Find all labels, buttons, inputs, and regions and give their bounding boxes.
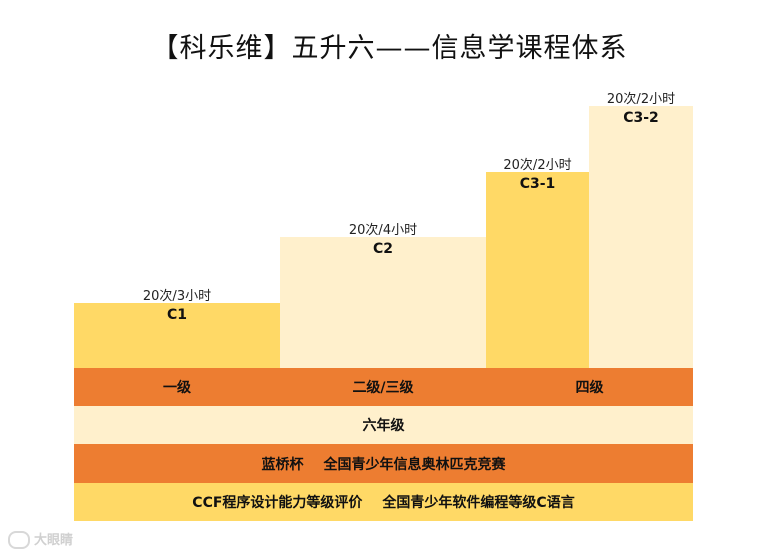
- grade-level-label: 四级: [575, 380, 604, 396]
- grade-level-band: 一级 二级/三级 四级: [74, 368, 693, 406]
- bar-duration-label: 20次/4小时: [348, 223, 418, 238]
- bar-label: C3-1: [519, 176, 556, 192]
- grade-level-label: 一级: [163, 380, 191, 396]
- bar-chart: C1 20次/3小时 C2 20次/4小时 C3-1 20次/2小时 C3-2 20次/2小时: [74, 80, 693, 368]
- certification-band: CCF程序设计能力等级评价 全国青少年软件编程等级C语言: [74, 483, 693, 521]
- watermark-text: 大眼睛: [34, 532, 74, 548]
- grade-year-band: 六年级: [74, 406, 693, 444]
- competition-label-noi: 全国青少年信息奥林匹克竞赛: [323, 456, 506, 473]
- bar-duration-label: 20次/3小时: [142, 289, 212, 304]
- certification-label-ccf: CCF程序设计能力等级评价: [192, 495, 363, 511]
- bar-c1: C1 20次/3小时: [74, 289, 280, 368]
- grade-year-label: 六年级: [362, 418, 405, 434]
- competition-band: 蓝桥杯 全国青少年信息奥林匹克竞赛: [74, 444, 693, 483]
- bar-label: C3-2: [623, 110, 659, 126]
- page-title: 【科乐维】五升六——信息学课程体系: [151, 33, 628, 64]
- watermark: 大眼睛: [8, 529, 74, 549]
- kc-logo-icon: [8, 531, 30, 549]
- bar-c3-2: C3-2 20次/2小时: [589, 92, 693, 368]
- bar-c2: C2 20次/4小时: [280, 223, 486, 368]
- grade-level-label: 二级/三级: [352, 380, 414, 396]
- bar-duration-label: 20次/2小时: [606, 92, 676, 107]
- bar-label: C1: [166, 307, 187, 323]
- bar-duration-label: 20次/2小时: [503, 158, 572, 173]
- bar-c3-1: C3-1 20次/2小时: [486, 158, 589, 368]
- competition-label-lanqiao: 蓝桥杯: [261, 456, 304, 473]
- certification-label-c: 全国青少年软件编程等级C语言: [382, 495, 575, 511]
- bar-label: C2: [372, 241, 393, 257]
